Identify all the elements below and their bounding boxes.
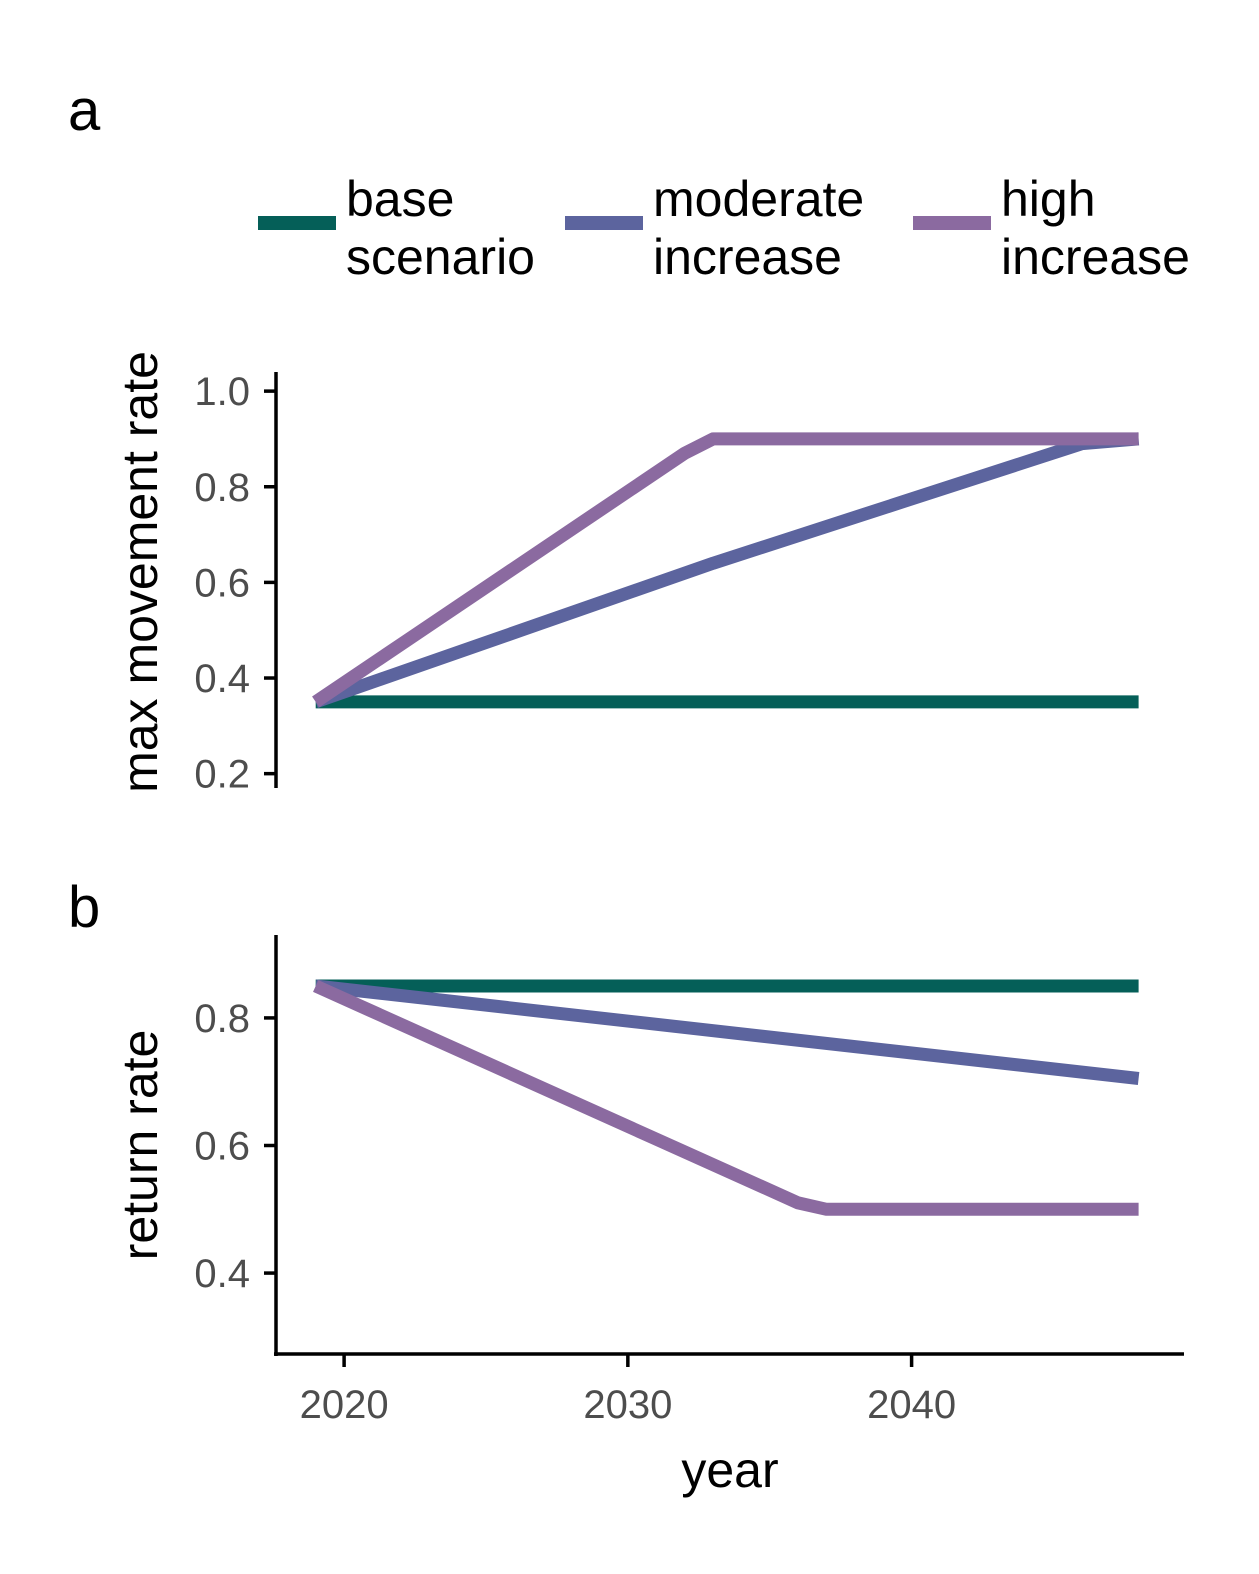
x-tick-label: 2030: [583, 1383, 672, 1427]
panel-a-y-axis-title: max movement rate: [112, 351, 168, 793]
panel-b-series-moderate-increase: [314, 979, 1140, 1085]
panel-letter-a: a: [68, 78, 101, 143]
panel-a-y-tick-label: 0.2: [194, 753, 250, 797]
panel-b-y-tick-label: 0.4: [194, 1252, 250, 1296]
legend-label-high-line1: high: [1001, 171, 1096, 227]
panel-a-series-high-increase: [312, 432, 1139, 708]
legend-label-base-line1: base: [346, 171, 454, 227]
legend-item-moderate: moderate increase: [565, 171, 864, 285]
panel-b-y-axis-title: return rate: [112, 1030, 168, 1261]
legend-label-high-line2: increase: [1001, 229, 1190, 285]
panel-a-y-ticks: 0.2 0.4 0.6 0.8 1.0: [194, 370, 276, 797]
panel-a-y-tick-label: 1.0: [194, 370, 250, 414]
legend-label-moderate-line2: increase: [653, 229, 842, 285]
x-tick-label: 2020: [300, 1383, 389, 1427]
panel-a-y-tick-label: 0.8: [194, 466, 250, 510]
panel-b-series: [313, 979, 1140, 1216]
panel-b-y-ticks: 0.4 0.6 0.8: [194, 997, 276, 1296]
panel-a: 0.2 0.4 0.6 0.8 1.0 max movement rate: [112, 351, 1140, 797]
panel-a-series: [312, 432, 1140, 709]
x-tick-label: 2040: [867, 1383, 956, 1427]
panel-a-y-tick-label: 0.6: [194, 561, 250, 605]
panel-a-series-moderate-increase: [313, 432, 1140, 709]
panel-b-y-tick-label: 0.8: [194, 997, 250, 1041]
panel-b-x-ticks: 2020 2030 2040: [300, 1354, 956, 1427]
legend-label-base-line2: scenario: [346, 229, 535, 285]
panel-a-y-tick-label: 0.4: [194, 657, 250, 701]
legend-label-moderate-line1: moderate: [653, 171, 864, 227]
legend-item-high: high increase: [913, 171, 1190, 285]
panel-b-y-tick-label: 0.6: [194, 1125, 250, 1169]
panel-b: 0.4 0.6 0.8 2020 2030 2040 return rate year: [112, 935, 1184, 1498]
panel-letter-b: b: [68, 875, 100, 940]
panel-b-series-high-increase: [313, 980, 1139, 1216]
x-axis-title: year: [681, 1442, 778, 1498]
legend-item-base: base scenario: [258, 171, 535, 285]
legend: base scenario moderate increase high inc…: [258, 171, 1190, 285]
